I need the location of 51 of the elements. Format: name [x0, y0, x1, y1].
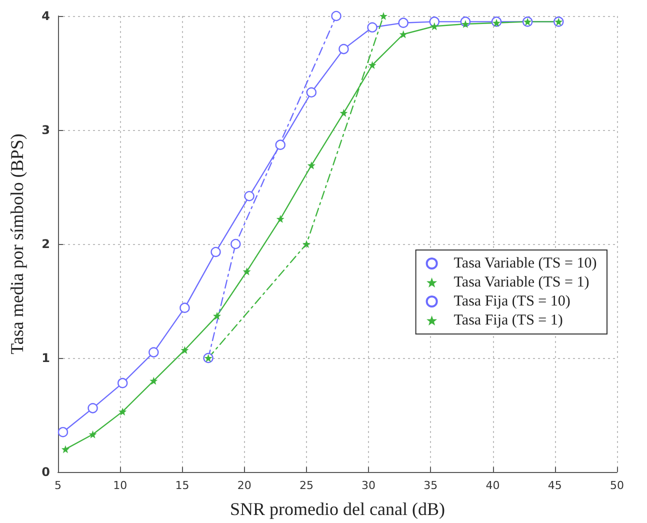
point [148, 347, 159, 358]
point [180, 346, 189, 354]
point [118, 408, 127, 416]
legend-label: Tasa Variable (TS = 10) [454, 256, 597, 272]
point [244, 191, 254, 202]
y-axis-title: Tasa media por símbolo (BPS) [7, 134, 27, 354]
legend-label: Tasa Fija (TS = 1) [454, 312, 563, 328]
point [276, 214, 284, 223]
point [210, 246, 221, 258]
x-tick-label: 20 [237, 479, 252, 492]
y-tick-label: 2 [42, 237, 50, 251]
point [230, 238, 241, 250]
point [275, 140, 286, 150]
point [430, 22, 438, 30]
point [399, 30, 408, 38]
y-tick-label: 0 [42, 465, 50, 479]
x-tick-label: 5 [54, 479, 62, 492]
point [242, 267, 251, 276]
point [398, 18, 408, 28]
point [306, 87, 317, 98]
x-axis-title: SNR promedio del canal (dB) [230, 499, 445, 519]
point [118, 378, 128, 388]
y-tick-label: 4 [42, 9, 50, 23]
x-tick-label: 25 [299, 479, 314, 492]
point [61, 445, 70, 454]
point [461, 20, 470, 28]
x-tick-label: 35 [424, 479, 438, 492]
point [331, 10, 342, 22]
point [213, 312, 222, 320]
point [302, 240, 310, 248]
point [180, 302, 190, 313]
legend-label: Tasa Variable (TS = 1) [454, 274, 590, 290]
y-tick-label: 3 [42, 123, 50, 137]
point [338, 44, 349, 54]
point [340, 108, 348, 117]
x-tick-label: 10 [113, 479, 128, 492]
y-tick-label: 1 [42, 351, 50, 365]
x-tick-label: 15 [175, 479, 190, 492]
point [88, 430, 97, 438]
point [307, 161, 316, 170]
point [150, 376, 158, 385]
x-tick-label: 50 [610, 479, 624, 492]
legend-label: Tasa Fija (TS = 10) [454, 294, 570, 310]
point [379, 12, 388, 20]
x-tick-label: 45 [548, 479, 562, 492]
point [58, 427, 68, 438]
point [367, 22, 378, 32]
point [368, 61, 376, 70]
x-tick-label: 40 [486, 479, 500, 492]
x-tick-label: 30 [362, 479, 376, 492]
point [88, 403, 98, 414]
